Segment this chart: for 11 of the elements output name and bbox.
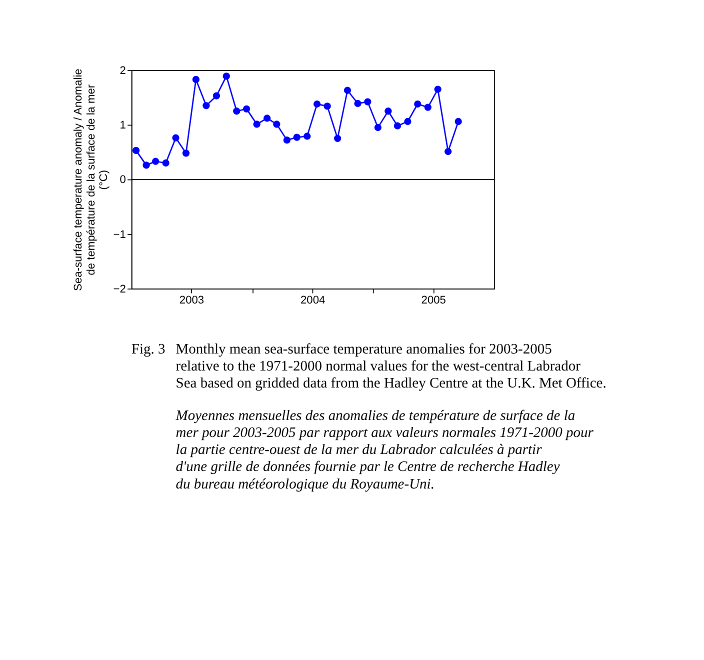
y-tick-label: 0 — [120, 174, 126, 186]
x-tick-label: 2005 — [421, 294, 446, 307]
y-tick-label: −1 — [113, 228, 126, 241]
y-tick-label: 2 — [120, 65, 126, 77]
caption: Fig. 3 Monthly mean sea-surface temperature anomalies for 2003-2005 relative to the 1971-2000 normal values for the west-central Labrador Sea based on gridded data from the Hadley Centre at the U.K. Met Office. — [131, 341, 606, 392]
y-tick-label: 1 — [120, 120, 126, 132]
x-tick-label: 2004 — [300, 294, 326, 307]
x-tick-label: 2003 — [179, 294, 204, 307]
y-tick-label: −2 — [113, 283, 126, 296]
text: Moyennes mensuelles des anomalies de température de surface de la mer pour 2003-2005 par rapport aux valeurs normales 1971-2000 pour la partie centre-ouest de la mer du Labrador calculées à partir d'une grille de données fournie par le Centre de recherche Hadley du bureau météorologique du Royaume-Uni. — [174, 408, 594, 492]
y-axis-title: Sea-surface temperature anomaly / Anomalie de température de la surface de la mer (°C) — [72, 68, 110, 291]
